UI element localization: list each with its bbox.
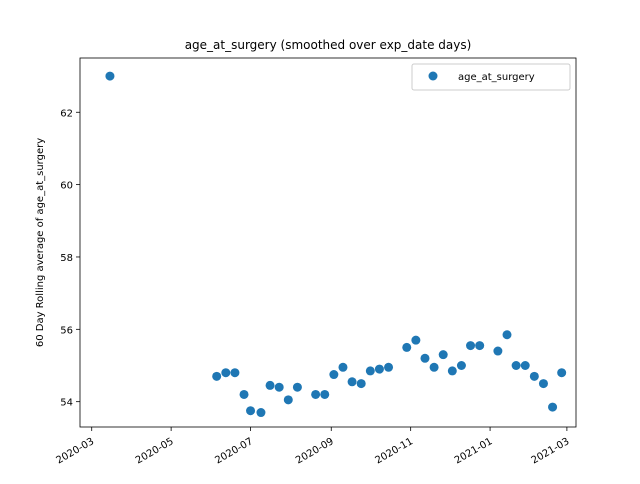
y-tick-label: 62 [60, 108, 73, 119]
data-point [230, 368, 240, 378]
legend: age_at_surgery [411, 63, 571, 91]
data-point [265, 380, 275, 390]
data-point [338, 362, 348, 372]
data-point [347, 377, 357, 387]
legend-marker [428, 71, 438, 81]
data-point [447, 366, 457, 376]
data-point [438, 350, 448, 360]
data-point [511, 361, 521, 370]
data-point [320, 389, 330, 399]
data-point [239, 389, 249, 399]
chart-title: age_at_surgery (smoothed over exp_date d… [185, 38, 472, 52]
legend-label: age_at_surgery [458, 72, 535, 83]
data-point [221, 368, 231, 378]
legend-box [411, 63, 571, 91]
data-point [548, 402, 558, 412]
data-point [212, 371, 222, 381]
data-point [246, 406, 256, 416]
y-tick-label: 60 [60, 181, 73, 192]
data-point [105, 71, 115, 81]
data-point [329, 370, 339, 380]
y-axis-label: 60 Day Rolling average of age_at_surgery [35, 138, 46, 347]
data-point [274, 382, 284, 392]
data-point [411, 335, 421, 345]
y-axis: 54 56 58 60 62 [60, 108, 80, 409]
data-point [502, 330, 512, 340]
data-point [475, 341, 485, 351]
data-point [456, 361, 466, 370]
y-tick-label: 58 [60, 253, 73, 264]
data-point [493, 346, 503, 356]
data-point [311, 389, 321, 399]
y-tick-label: 54 [60, 398, 73, 409]
data-point [356, 379, 366, 389]
data-point [420, 353, 430, 363]
data-point [557, 368, 567, 378]
data-point [374, 364, 384, 374]
data-points [105, 71, 567, 418]
data-point [365, 366, 375, 376]
data-point [466, 341, 476, 351]
y-tick-label: 56 [60, 325, 73, 336]
plot-frame [79, 57, 577, 428]
data-point [520, 361, 530, 370]
data-point [292, 382, 302, 392]
data-point [529, 371, 539, 381]
data-point [256, 408, 266, 418]
data-point [538, 379, 548, 389]
data-point [429, 362, 439, 372]
data-point [402, 342, 412, 352]
data-point [283, 395, 293, 405]
data-point [384, 362, 394, 372]
